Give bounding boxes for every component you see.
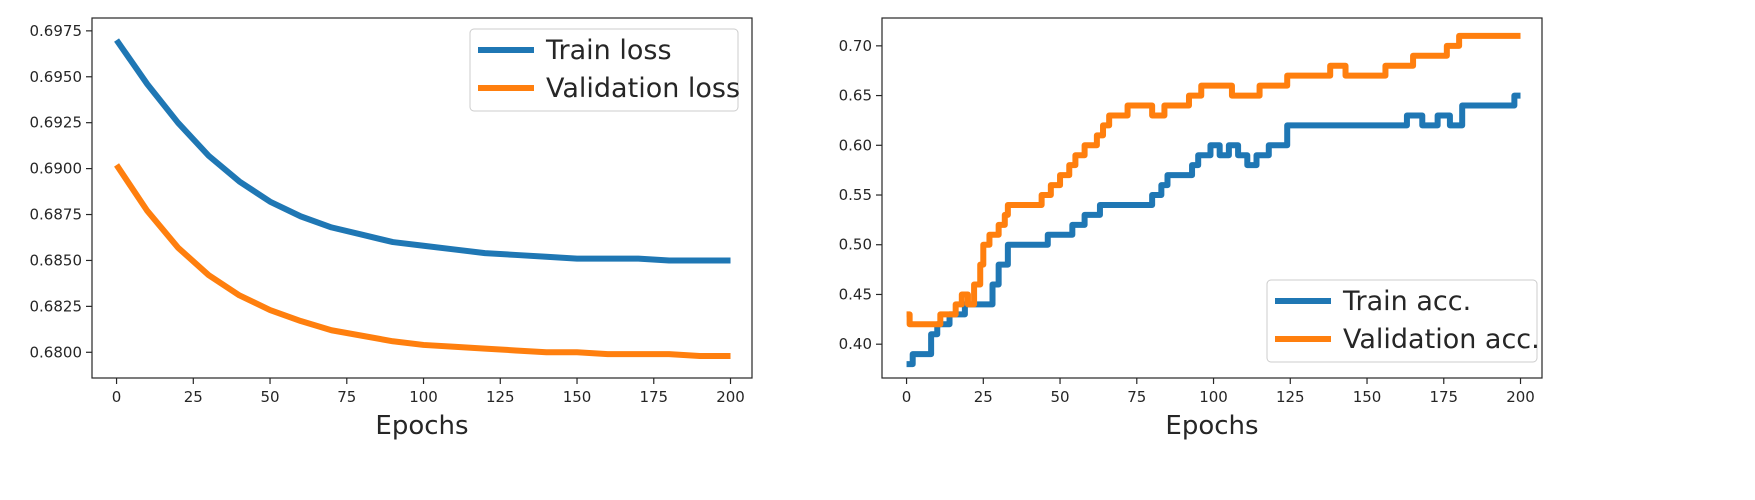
legend: Train loss Validation loss — [469, 28, 740, 112]
y-tick-label: 0.70 — [839, 37, 872, 55]
x-tick-label: 125 — [1276, 388, 1305, 406]
x-tick-label: 50 — [1050, 388, 1069, 406]
y-tick-label: 0.6900 — [30, 160, 83, 178]
x-tick-label: 175 — [639, 388, 668, 406]
x-tick-label: 175 — [1429, 388, 1458, 406]
x-axis-label: Epochs — [375, 411, 468, 441]
y-tick-label: 0.6800 — [30, 343, 83, 361]
y-tick-label: 0.65 — [839, 87, 872, 105]
x-tick-label: 25 — [184, 388, 203, 406]
x-tick-label: 125 — [486, 388, 515, 406]
x-axis-label: Epochs — [1165, 411, 1258, 441]
series-line-loss-1 — [114, 163, 731, 359]
y-tick-label: 0.55 — [839, 186, 872, 204]
plot-frame — [91, 17, 753, 379]
legend-label-1: Validation acc. — [1343, 324, 1540, 355]
y-tick-label: 0.60 — [839, 136, 872, 154]
y-tick-label: 0.6850 — [30, 251, 83, 269]
series-line-acc-1 — [906, 32, 1521, 328]
x-tick-label: 0 — [902, 388, 912, 406]
x-tick-label: 100 — [1199, 388, 1228, 406]
y-tick-label: 0.40 — [839, 335, 872, 353]
plot-frame — [881, 17, 1543, 379]
loss-chart-panel: 0 25 50 75 100 125 150 175 200 0.6800 0.6825 0.6850… — [30, 17, 753, 441]
x-tick-label: 150 — [1353, 388, 1382, 406]
series-line-loss-0 — [114, 38, 731, 264]
x-tick-label: 200 — [1506, 388, 1535, 406]
x-tick-label: 50 — [260, 388, 279, 406]
x-tick-label: 100 — [409, 388, 438, 406]
legend-label-0: Train loss — [545, 35, 672, 66]
legend-label-1: Validation loss — [546, 73, 740, 104]
x-tick-label: 75 — [337, 388, 356, 406]
x-tick-label: 0 — [112, 388, 122, 406]
accuracy-chart-panel: 0 25 50 75 100 125 150 175 200 0.40 0.45 0.50 0.55 0.… — [839, 17, 1543, 441]
legend-box — [1266, 279, 1538, 363]
x-tick-label: 200 — [716, 388, 745, 406]
legend-label-0: Train acc. — [1342, 286, 1471, 317]
legend: Train acc. Validation acc. — [1266, 279, 1540, 363]
y-tick-label: 0.6825 — [30, 297, 83, 315]
x-tick-label: 150 — [563, 388, 592, 406]
x-tick-label: 75 — [1127, 388, 1146, 406]
y-tick-label: 0.45 — [839, 285, 872, 303]
y-tick-label: 0.6950 — [30, 68, 83, 86]
y-tick-label: 0.50 — [839, 236, 872, 254]
y-tick-label: 0.6925 — [30, 114, 83, 132]
y-tick-label: 0.6875 — [30, 206, 83, 224]
x-tick-label: 25 — [974, 388, 993, 406]
legend-box — [469, 28, 739, 112]
y-tick-label: 0.6975 — [30, 22, 83, 40]
